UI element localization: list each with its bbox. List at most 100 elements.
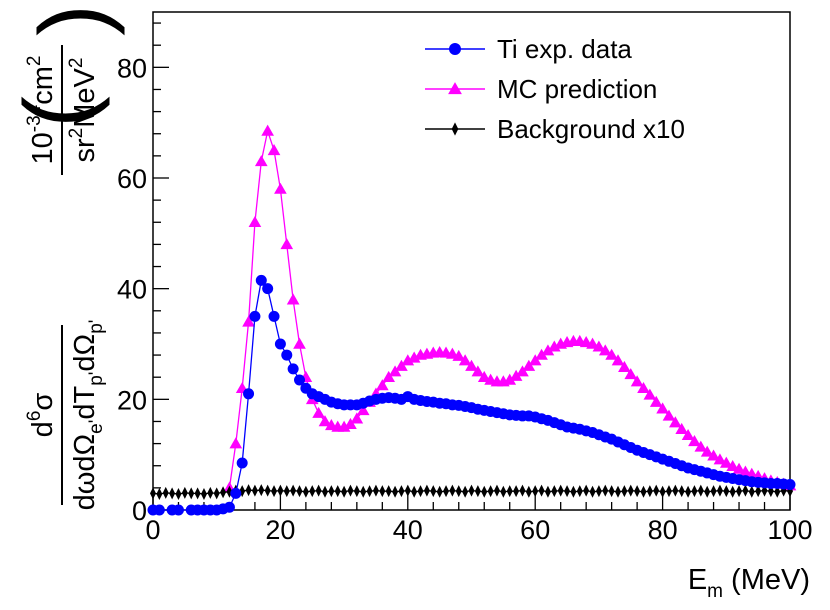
data-point (656, 402, 669, 414)
data-point (742, 484, 749, 497)
data-point (293, 337, 306, 349)
data-point (595, 485, 602, 498)
data-point (474, 485, 481, 498)
data-point (423, 484, 430, 497)
data-point (274, 338, 286, 350)
data-point (150, 487, 156, 500)
data-point (669, 416, 682, 428)
y-axis-title: d6σ dωdΩe'dTp'dΩp' ) 10-34cm2 sr2MeV2 ) (20, 4, 126, 510)
data-point (249, 310, 261, 322)
data-point (675, 422, 689, 434)
data-point (395, 359, 408, 371)
legend-entry: MC prediction (425, 74, 657, 104)
data-point (784, 479, 796, 491)
x-axis-title: Em (MeV) (688, 564, 810, 602)
y-units-close-paren: ) (20, 4, 126, 36)
data-point (274, 182, 287, 194)
data-point (653, 484, 660, 497)
y-axis-numerator: d6σ (24, 393, 59, 438)
data-point (462, 485, 469, 498)
data-point (748, 485, 755, 498)
data-point (248, 215, 262, 228)
data-point (710, 485, 717, 498)
data-point (436, 485, 443, 498)
legend-entry: Background x10 (425, 114, 685, 144)
data-point (719, 456, 733, 468)
data-point (618, 360, 631, 372)
data-point (417, 485, 424, 498)
data-point (251, 484, 258, 497)
x-tick-label: 0 (145, 515, 160, 545)
data-point (341, 485, 348, 498)
data-point (385, 485, 392, 498)
data-point (398, 485, 405, 498)
legend-label: Ti exp. data (497, 34, 632, 64)
data-point (372, 484, 379, 497)
series-line (228, 128, 791, 488)
data-point (290, 484, 297, 497)
series-mc-prediction (223, 124, 797, 493)
data-point (605, 348, 618, 360)
data-point (262, 283, 274, 295)
data-point (375, 379, 389, 391)
axes: 0 20 40 60 80 100 0 20 40 60 80 (117, 22, 813, 545)
data-point (506, 485, 513, 498)
data-point (344, 417, 357, 429)
y-tick-label: 20 (117, 385, 147, 415)
x-tick-label: 60 (520, 515, 550, 545)
data-point (621, 485, 628, 498)
data-point (544, 485, 551, 498)
data-point (392, 485, 399, 498)
x-tick-label: 100 (767, 515, 812, 545)
data-point (570, 485, 577, 498)
data-point (528, 354, 542, 366)
data-point (245, 484, 252, 497)
data-point (755, 485, 762, 498)
data-point (713, 453, 727, 465)
data-point (379, 485, 386, 498)
legend-entry: Ti exp. data (425, 34, 632, 64)
data-point (589, 485, 596, 498)
data-point (264, 484, 271, 497)
data-point (726, 459, 739, 472)
data-point (153, 504, 165, 516)
data-point (277, 484, 284, 497)
data-point (366, 485, 373, 498)
data-point (271, 485, 278, 498)
data-point (283, 485, 290, 498)
data-point (723, 485, 730, 498)
data-point (162, 486, 169, 499)
data-point (637, 381, 650, 394)
data-point (318, 415, 332, 427)
data-point (334, 485, 341, 498)
data-point (646, 485, 653, 498)
data-point (662, 409, 676, 421)
data-point (449, 43, 461, 55)
data-point (608, 485, 615, 498)
data-point (200, 487, 207, 500)
data-point (688, 435, 701, 447)
y-tick-label: 80 (117, 53, 147, 83)
data-point (448, 82, 462, 95)
data-point (194, 487, 201, 500)
data-point (451, 122, 459, 136)
data-point (700, 445, 714, 457)
data-point (388, 365, 402, 377)
data-point (634, 485, 641, 498)
data-point (243, 388, 255, 400)
data-point (732, 462, 746, 474)
data-point (516, 365, 529, 377)
y-axis-denominator: dωdΩe'dTp'dΩp' (69, 320, 107, 511)
data-point (665, 485, 672, 498)
data-point (207, 486, 214, 499)
data-point (681, 428, 695, 441)
data-point (627, 484, 634, 497)
data-point (729, 485, 736, 498)
data-point (455, 485, 462, 498)
series-layer (147, 124, 797, 516)
data-point (321, 485, 328, 498)
data-point (296, 485, 303, 498)
data-point (541, 344, 555, 356)
x-tick-label: 20 (265, 515, 295, 545)
